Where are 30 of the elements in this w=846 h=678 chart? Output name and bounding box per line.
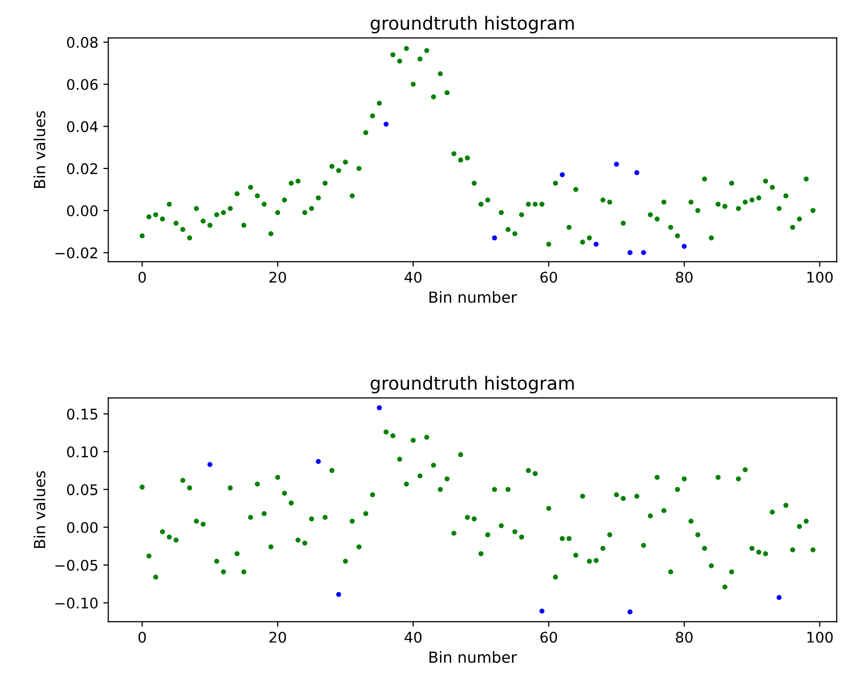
x-tick-label: 80 [676,272,693,283]
y-tick-label: 0.06 [67,78,98,90]
x-tick-label: 20 [269,272,286,283]
y-axis-title: Bin values [34,471,46,548]
x-tick-label: 40 [404,632,422,643]
x-axis-title: Bin number [430,291,517,303]
x-tick-label: 60 [540,632,558,643]
y-tick-label: −0.05 [55,560,98,571]
y-tick-label: 0.00 [67,205,98,216]
y-tick-label: −0.10 [55,598,98,609]
x-tick-label: 40 [404,272,422,283]
chart-title: groundtruth histogram [370,16,574,34]
x-tick-label: 0 [138,632,146,643]
x-tick-label: 20 [269,632,286,643]
y-tick-label: −0.02 [55,247,98,258]
y-tick-label: 0.15 [67,408,98,420]
y-tick-label: 0.05 [67,484,98,496]
y-axis-title: Bin values [34,111,46,188]
chart-title: groundtruth histogram [370,376,574,394]
x-tick-label: 100 [807,632,833,643]
y-tick-label: 0.04 [67,121,98,132]
x-tick-label: 60 [540,272,558,283]
x-axis-title: Bin number [430,651,517,663]
x-tick-label: 80 [676,632,693,643]
y-tick-label: 0.08 [67,36,98,48]
y-tick-label: 0.02 [67,163,98,174]
x-tick-label: 0 [138,272,146,283]
x-tick-label: 100 [807,272,833,283]
y-tick-label: 0.00 [67,522,98,533]
y-tick-label: 0.10 [67,446,98,458]
